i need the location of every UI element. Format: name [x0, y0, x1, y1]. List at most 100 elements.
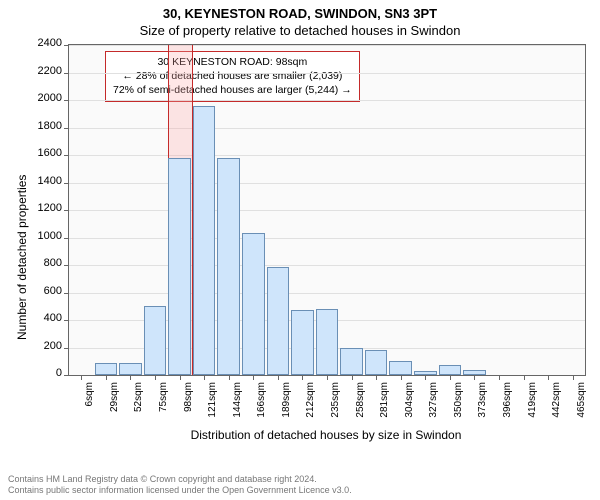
- x-tick-label: 327sqm: [428, 382, 439, 422]
- y-tick: [64, 45, 69, 46]
- bar: [291, 310, 314, 375]
- x-tick-label: 52sqm: [133, 382, 144, 422]
- y-tick-label: 2400: [22, 37, 62, 49]
- y-tick: [64, 100, 69, 101]
- footer-line-2: Contains public sector information licen…: [8, 485, 352, 496]
- y-tick: [64, 320, 69, 321]
- y-tick-label: 1000: [22, 230, 62, 242]
- callout-line-3: 72% of semi-detached houses are larger (…: [113, 83, 352, 97]
- chart-title-main: 30, KEYNESTON ROAD, SWINDON, SN3 3PT: [0, 0, 600, 21]
- bar: [193, 106, 216, 375]
- y-tick: [64, 128, 69, 129]
- grid-line: [69, 45, 585, 46]
- x-tick-label: 235sqm: [330, 382, 341, 422]
- x-tick: [450, 375, 451, 380]
- x-tick: [302, 375, 303, 380]
- x-tick: [327, 375, 328, 380]
- chart-title-sub: Size of property relative to detached ho…: [0, 23, 600, 38]
- y-tick-label: 1800: [22, 120, 62, 132]
- callout-line-1: 30 KEYNESTON ROAD: 98sqm: [113, 55, 352, 69]
- bar: [389, 361, 412, 375]
- grid-line: [69, 293, 585, 294]
- x-tick: [204, 375, 205, 380]
- x-tick: [253, 375, 254, 380]
- x-tick: [278, 375, 279, 380]
- x-tick: [474, 375, 475, 380]
- x-tick: [106, 375, 107, 380]
- y-tick-label: 2000: [22, 92, 62, 104]
- y-tick: [64, 238, 69, 239]
- y-tick: [64, 155, 69, 156]
- x-tick: [81, 375, 82, 380]
- bar: [316, 309, 339, 375]
- x-tick-label: 281sqm: [379, 382, 390, 422]
- bar: [95, 363, 118, 375]
- x-tick-label: 442sqm: [551, 382, 562, 422]
- y-tick: [64, 265, 69, 266]
- callout-box: 30 KEYNESTON ROAD: 98sqm ← 28% of detach…: [105, 51, 360, 102]
- x-tick-label: 212sqm: [305, 382, 316, 422]
- x-tick: [180, 375, 181, 380]
- x-tick-label: 304sqm: [404, 382, 415, 422]
- grid-line: [69, 100, 585, 101]
- x-tick: [376, 375, 377, 380]
- x-tick-label: 350sqm: [453, 382, 464, 422]
- grid-line: [69, 183, 585, 184]
- x-tick: [155, 375, 156, 380]
- y-tick-label: 1200: [22, 202, 62, 214]
- bar: [267, 267, 290, 375]
- footer-line-1: Contains HM Land Registry data © Crown c…: [8, 474, 352, 485]
- grid-line: [69, 155, 585, 156]
- x-tick: [352, 375, 353, 380]
- x-tick: [524, 375, 525, 380]
- y-tick-label: 800: [22, 257, 62, 269]
- x-tick-label: 396sqm: [502, 382, 513, 422]
- y-tick-label: 600: [22, 285, 62, 297]
- x-tick-label: 258sqm: [355, 382, 366, 422]
- y-tick-label: 200: [22, 340, 62, 352]
- x-tick: [130, 375, 131, 380]
- y-tick-label: 1400: [22, 175, 62, 187]
- x-tick-label: 419sqm: [527, 382, 538, 422]
- bar: [217, 158, 240, 375]
- y-tick-label: 2200: [22, 65, 62, 77]
- x-tick: [573, 375, 574, 380]
- x-tick: [425, 375, 426, 380]
- x-tick: [401, 375, 402, 380]
- y-tick-label: 1600: [22, 147, 62, 159]
- footer-attribution: Contains HM Land Registry data © Crown c…: [8, 474, 352, 497]
- bar: [365, 350, 388, 375]
- bar: [439, 365, 462, 375]
- y-tick-label: 0: [22, 367, 62, 379]
- x-tick-label: 98sqm: [183, 382, 194, 422]
- y-tick: [64, 210, 69, 211]
- callout-line-2: ← 28% of detached houses are smaller (2,…: [113, 69, 352, 83]
- x-axis-label: Distribution of detached houses by size …: [68, 428, 584, 442]
- x-tick-label: 75sqm: [158, 382, 169, 422]
- bar: [144, 306, 167, 375]
- grid-line: [69, 238, 585, 239]
- x-tick-label: 189sqm: [281, 382, 292, 422]
- x-tick-label: 29sqm: [109, 382, 120, 422]
- x-tick-label: 144sqm: [232, 382, 243, 422]
- plot-area: 30 KEYNESTON ROAD: 98sqm ← 28% of detach…: [68, 44, 586, 376]
- x-tick-label: 6sqm: [84, 382, 95, 422]
- bar: [119, 363, 142, 375]
- y-tick: [64, 183, 69, 184]
- x-tick-label: 166sqm: [256, 382, 267, 422]
- x-tick: [499, 375, 500, 380]
- y-tick-label: 400: [22, 312, 62, 324]
- y-tick: [64, 293, 69, 294]
- x-tick-label: 373sqm: [477, 382, 488, 422]
- x-tick: [229, 375, 230, 380]
- grid-line: [69, 128, 585, 129]
- bar: [168, 158, 191, 375]
- chart-container: 30, KEYNESTON ROAD, SWINDON, SN3 3PT Siz…: [0, 0, 600, 500]
- bar: [242, 233, 265, 375]
- y-tick: [64, 73, 69, 74]
- x-tick: [548, 375, 549, 380]
- y-tick: [64, 375, 69, 376]
- grid-line: [69, 73, 585, 74]
- grid-line: [69, 265, 585, 266]
- bar: [340, 348, 363, 376]
